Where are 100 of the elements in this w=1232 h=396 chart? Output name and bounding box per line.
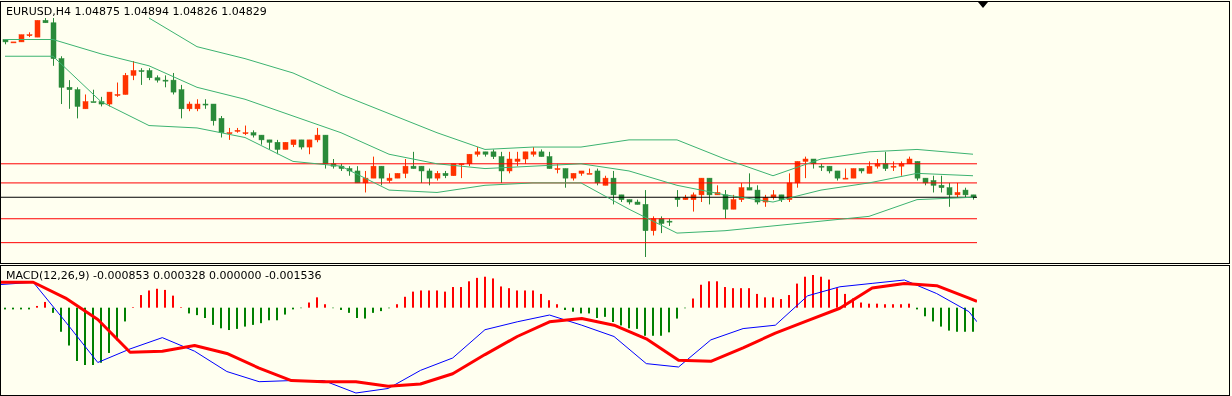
bar	[636, 307, 638, 329]
bar	[164, 289, 166, 308]
bar	[260, 307, 262, 324]
bar	[908, 303, 910, 308]
bar	[468, 281, 470, 308]
bar	[724, 287, 726, 308]
bar	[276, 307, 278, 321]
bar	[100, 307, 102, 363]
bar	[580, 307, 582, 314]
bar	[220, 307, 222, 329]
bar	[396, 304, 398, 308]
bar	[716, 281, 718, 308]
bar	[348, 307, 350, 313]
bar	[316, 297, 318, 308]
chart-title: EURUSD,H4 1.04875 1.04894 1.04826 1.04829	[6, 5, 267, 18]
bar	[804, 276, 806, 308]
bar	[540, 293, 542, 308]
bar	[676, 307, 678, 319]
bar	[412, 291, 414, 308]
bar	[956, 307, 958, 332]
bar	[924, 307, 926, 317]
bar	[740, 288, 742, 308]
bar	[452, 287, 454, 308]
bar	[324, 304, 326, 308]
bar	[828, 279, 830, 308]
bar	[620, 307, 622, 326]
bar	[732, 288, 734, 308]
bar	[476, 277, 478, 308]
bar	[692, 298, 694, 308]
bar	[612, 307, 614, 323]
bar	[972, 307, 974, 332]
bar	[372, 307, 374, 313]
bar	[236, 307, 238, 329]
bar	[892, 304, 894, 308]
bar	[76, 307, 78, 361]
bar	[812, 275, 814, 308]
bar	[356, 307, 358, 318]
bar	[556, 304, 558, 308]
bar	[884, 304, 886, 308]
bar	[156, 288, 158, 308]
bar	[84, 307, 86, 365]
bar	[68, 307, 70, 346]
bar	[836, 288, 838, 308]
bar	[868, 303, 870, 308]
candlestick	[722, 189, 729, 220]
bar	[964, 307, 966, 332]
bar	[268, 307, 270, 321]
chart-title: MACD(12,26,9) -0.000853 0.000328 0.000000 -0.001536	[6, 269, 322, 282]
candlestick	[562, 168, 569, 189]
bar	[364, 307, 366, 319]
bar	[124, 307, 126, 322]
bar	[660, 307, 662, 336]
bar	[780, 299, 782, 308]
bar	[860, 302, 862, 308]
bar	[428, 290, 430, 308]
bar	[284, 307, 286, 315]
bar	[508, 288, 510, 308]
bar	[700, 284, 702, 308]
bar	[500, 286, 502, 308]
bar	[308, 302, 310, 308]
candlestick	[378, 165, 385, 186]
bar	[572, 307, 574, 312]
bar	[652, 307, 654, 336]
bar	[52, 307, 54, 313]
bar	[60, 307, 62, 332]
bar	[940, 307, 942, 327]
bar	[244, 307, 246, 327]
bar	[204, 307, 206, 318]
bar	[876, 303, 878, 308]
bar	[708, 281, 710, 308]
bar	[748, 288, 750, 308]
bar	[596, 307, 598, 318]
bar	[148, 290, 150, 308]
bar	[948, 307, 950, 331]
bar	[588, 307, 590, 314]
bar	[604, 307, 606, 317]
bar	[628, 307, 630, 329]
bar	[524, 290, 526, 308]
bar	[172, 295, 174, 308]
bar	[140, 295, 142, 308]
bar	[788, 295, 790, 308]
bar	[188, 307, 190, 314]
bar	[228, 307, 230, 331]
bar	[532, 290, 534, 308]
bar	[900, 304, 902, 308]
bar	[668, 307, 670, 333]
bar	[44, 301, 46, 308]
bar	[404, 296, 406, 308]
bar	[756, 293, 758, 308]
bar	[932, 307, 934, 322]
bar	[420, 290, 422, 308]
bar	[764, 297, 766, 308]
candlestick	[882, 151, 889, 172]
bar	[252, 307, 254, 325]
bar	[820, 276, 822, 308]
bar	[212, 307, 214, 325]
bar	[444, 291, 446, 308]
bar	[196, 307, 198, 316]
bar	[484, 276, 486, 308]
bar	[796, 283, 798, 308]
